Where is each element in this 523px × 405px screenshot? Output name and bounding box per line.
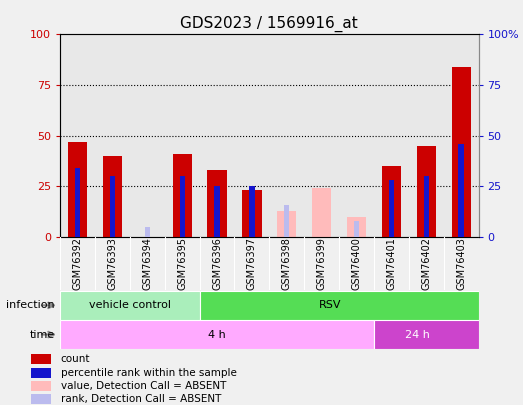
Bar — [339, 34, 374, 237]
Bar — [145, 227, 150, 237]
Bar — [75, 168, 80, 237]
Text: rank, Detection Call = ABSENT: rank, Detection Call = ABSENT — [61, 394, 221, 404]
Bar — [389, 180, 394, 237]
Text: time: time — [30, 330, 55, 339]
Bar — [242, 190, 262, 237]
Text: infection: infection — [6, 301, 55, 310]
Bar — [459, 144, 464, 237]
Bar — [347, 217, 366, 237]
Bar — [60, 34, 95, 237]
Bar — [68, 142, 87, 237]
Bar — [173, 154, 192, 237]
Bar — [417, 146, 436, 237]
Text: GSM76395: GSM76395 — [177, 237, 187, 290]
Bar — [382, 166, 401, 237]
Title: GDS2023 / 1569916_at: GDS2023 / 1569916_at — [180, 15, 358, 32]
Text: GSM76396: GSM76396 — [212, 237, 222, 290]
Text: GSM76403: GSM76403 — [456, 237, 466, 290]
Text: vehicle control: vehicle control — [89, 301, 171, 310]
Bar — [214, 186, 220, 237]
Bar — [269, 34, 304, 237]
Bar — [312, 188, 331, 237]
Bar — [277, 211, 297, 237]
Bar — [409, 34, 444, 237]
Bar — [249, 186, 255, 237]
Bar — [354, 221, 359, 237]
Bar — [30, 354, 51, 364]
Text: count: count — [61, 354, 90, 364]
Text: GSM76393: GSM76393 — [107, 237, 118, 290]
Text: GSM76400: GSM76400 — [351, 237, 361, 290]
Bar — [208, 170, 226, 237]
Bar — [444, 34, 479, 237]
Bar — [374, 34, 409, 237]
Bar — [30, 381, 51, 391]
Bar — [374, 320, 479, 349]
Bar — [95, 34, 130, 237]
Text: GSM76399: GSM76399 — [316, 237, 327, 290]
Text: GSM76398: GSM76398 — [282, 237, 292, 290]
Bar — [165, 34, 200, 237]
Text: value, Detection Call = ABSENT: value, Detection Call = ABSENT — [61, 381, 226, 391]
Text: GSM76392: GSM76392 — [73, 237, 83, 290]
Bar — [304, 34, 339, 237]
Bar — [60, 320, 374, 349]
Bar — [284, 205, 289, 237]
Text: GSM76397: GSM76397 — [247, 237, 257, 290]
Bar — [200, 34, 234, 237]
Bar — [30, 394, 51, 404]
Text: GSM76401: GSM76401 — [386, 237, 396, 290]
Text: GSM76394: GSM76394 — [142, 237, 152, 290]
Bar — [451, 67, 471, 237]
Text: 24 h: 24 h — [405, 330, 430, 339]
Bar — [234, 34, 269, 237]
Bar — [60, 291, 200, 320]
Text: RSV: RSV — [319, 301, 342, 310]
Bar — [30, 368, 51, 377]
Bar — [424, 176, 429, 237]
Bar — [200, 291, 479, 320]
Bar — [130, 34, 165, 237]
Text: GSM76402: GSM76402 — [421, 237, 431, 290]
Bar — [110, 176, 115, 237]
Bar — [103, 156, 122, 237]
Text: 4 h: 4 h — [208, 330, 226, 339]
Text: percentile rank within the sample: percentile rank within the sample — [61, 368, 236, 378]
Bar — [179, 176, 185, 237]
